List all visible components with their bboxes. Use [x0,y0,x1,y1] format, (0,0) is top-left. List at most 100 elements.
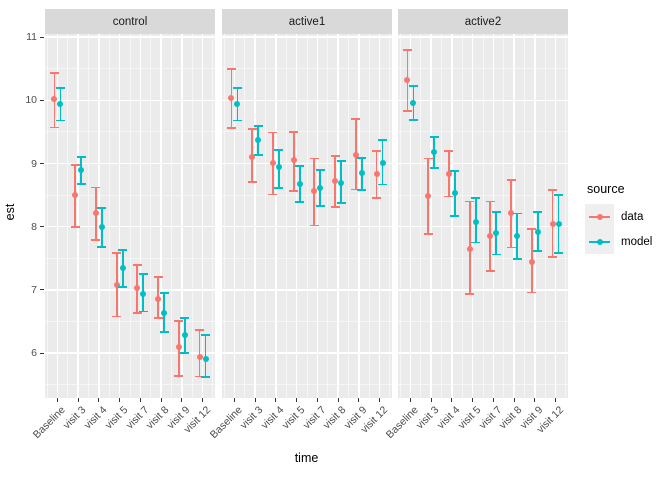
point-estimate [352,151,359,158]
gridline-minor-x [129,34,131,398]
gridline-minor-x [347,34,349,398]
x-tick [77,398,79,402]
facet-strip: control [45,9,215,34]
x-tick [56,398,58,402]
gridline-major-x [409,34,412,398]
errorbar-cap-top [554,194,564,197]
point-estimate [549,220,556,227]
errorbar-cap-top [491,211,501,214]
errorbar-cap-bottom [444,195,454,198]
x-tick [233,398,235,402]
gridline-minor-x [389,34,391,398]
point-estimate [275,164,282,171]
errorbar-cap-top [118,249,128,252]
errorbar-cap-bottom [357,189,367,191]
errorbar-cap-bottom [253,153,263,156]
errorbar-cap-bottom [512,258,522,260]
errorbar-cap-bottom [138,310,148,313]
y-tick-label: 11 [26,31,37,44]
errorbar-cap-top [289,131,299,133]
errorbar-cap-bottom [309,224,319,227]
errorbar-cap-bottom [232,119,242,122]
errorbar-cap-bottom [408,119,418,121]
x-tick-label: visit 5 [455,404,484,432]
x-tick-label: visit 4 [81,404,110,432]
point-estimate [404,76,411,83]
errorbar-cap-bottom [506,246,516,249]
legend-entry: data [585,204,652,229]
errorbar-cap-bottom [132,312,142,315]
y-tick [40,352,44,354]
gridline-minor-x [46,34,48,398]
point-estimate [373,171,380,178]
gridline-major-x [471,34,474,398]
errorbar-cap-bottom [76,182,86,185]
gridline-minor-x [212,34,214,398]
errorbar-cap-bottom [153,317,163,320]
point-estimate [431,149,438,156]
errorbar-cap-bottom [336,201,346,204]
legend-label: data [621,210,644,223]
errorbar-cap-top [132,263,142,266]
x-tick-label: visit 3 [238,404,266,432]
errorbar-cap-bottom [49,126,59,129]
y-tick-label: 10 [25,94,37,107]
y-tick-label: 7 [31,283,37,296]
legend-title: source [587,182,625,196]
x-tick-label: visit 5 [102,404,131,432]
errorbar-cap-top [309,157,319,160]
x-tick [337,398,339,402]
gridline-major-x [181,34,183,398]
errorbar-cap-top [408,84,418,87]
x-axis-title: time [294,451,319,465]
errorbar-cap-top [330,155,340,157]
errorbar-cap-bottom [55,119,65,122]
errorbar-cap-top [247,127,257,130]
gridline-major-x [98,34,100,398]
errorbar-cap-top [378,139,388,142]
gridline-major-x [295,34,298,398]
point-estimate [338,179,345,186]
errorbar-cap-top [226,68,236,71]
errorbar-cap-bottom [226,127,236,130]
errorbar-cap-top [268,131,278,134]
point-estimate [555,220,562,227]
point-estimate [466,245,473,252]
point-estimate [57,100,64,107]
x-tick [534,398,536,402]
errorbar-cap-top [195,328,205,331]
errorbar-cap-bottom [201,376,211,379]
errorbar-cap-bottom [450,215,460,217]
y-tick-label: 8 [31,220,37,233]
errorbar-cap-bottom [295,201,305,203]
errorbar-cap-top [315,168,325,171]
point-estimate [92,209,99,216]
point-estimate [332,178,339,185]
point-estimate [425,193,432,200]
errorbar-cap-bottom [429,167,439,169]
errorbar-cap-bottom [372,196,382,199]
errorbar-line [204,334,207,378]
errorbar-cap-top [450,170,460,173]
x-tick-label: visit 8 [321,404,349,432]
point-estimate [98,223,105,230]
errorbar-cap-bottom [465,293,475,296]
point-estimate [78,166,85,173]
x-tick-label: visit 7 [476,404,504,432]
errorbar-cap-bottom [91,239,101,241]
point-estimate [269,159,276,166]
errorbar-cap-bottom [423,233,433,236]
errorbar-cap-top [232,87,242,90]
x-tick [451,398,453,402]
legend-key-point-glyph [596,238,603,245]
legend-key-point-glyph [596,213,603,220]
point-estimate [534,229,541,236]
facet-strip: active2 [398,9,568,34]
errorbar-cap-top [351,118,361,121]
x-tick [181,398,183,402]
point-estimate [234,101,241,108]
gridline-minor-x [441,34,443,398]
errorbar-cap-bottom [97,246,107,248]
facet-panel [398,34,568,398]
errorbar-cap-bottom [378,183,388,186]
